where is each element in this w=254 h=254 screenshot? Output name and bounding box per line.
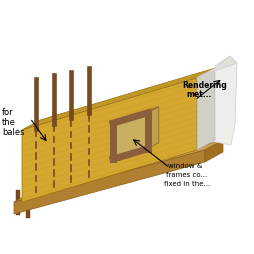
Text: window &: window & [168,163,202,169]
Text: frames co...: frames co... [166,172,207,178]
Bar [87,66,90,115]
Polygon shape [215,56,237,145]
Polygon shape [113,107,159,123]
Text: the: the [2,118,16,127]
Bar [69,70,73,120]
Bar [16,190,20,215]
Polygon shape [197,68,215,150]
Text: for: for [2,108,14,117]
Polygon shape [14,140,223,202]
Bar [26,193,30,218]
Text: Rendering: Rendering [182,81,227,90]
Polygon shape [197,56,237,78]
Bar [52,73,56,126]
Text: fixed in the...: fixed in the... [164,181,210,187]
Polygon shape [22,78,197,202]
Polygon shape [205,140,223,162]
Polygon shape [22,68,215,130]
Polygon shape [113,113,148,159]
Bar [34,77,38,131]
Text: bales: bales [2,128,24,137]
Polygon shape [148,107,159,149]
Text: met...: met... [186,90,211,99]
Polygon shape [14,150,205,214]
